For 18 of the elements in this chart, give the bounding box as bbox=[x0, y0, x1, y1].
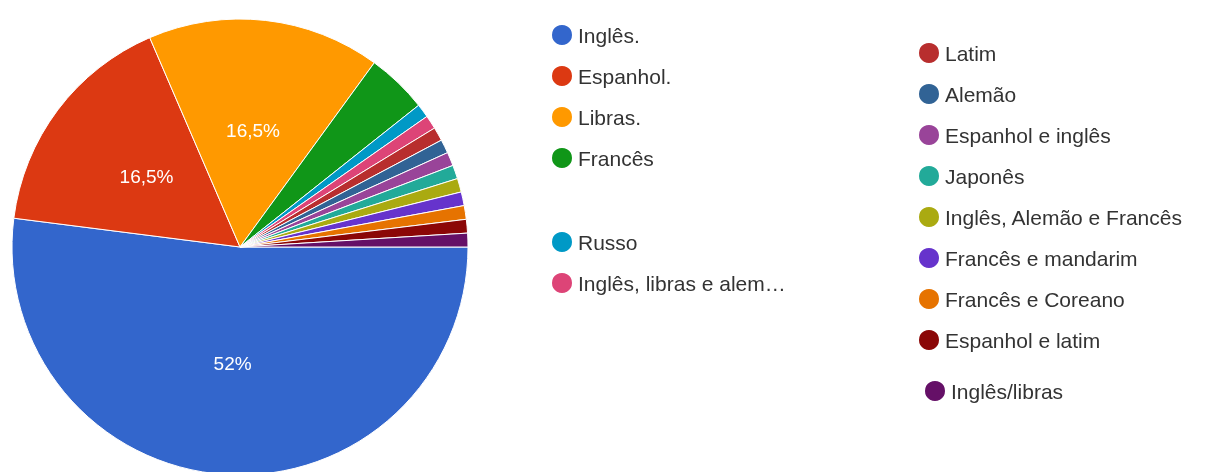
legend-label: Latim bbox=[945, 41, 997, 65]
data-label: 16,5% bbox=[119, 166, 174, 188]
legend-label: Francês bbox=[578, 146, 654, 170]
legend-label: Alemão bbox=[945, 82, 1017, 106]
legend-label: Russo bbox=[578, 230, 638, 254]
legend-label: Japonês bbox=[945, 164, 1025, 188]
legend-label: Inglês. bbox=[578, 23, 640, 47]
legend-label: Inglês/libras bbox=[951, 379, 1064, 403]
legend-label: Inglês, libras e alem… bbox=[578, 271, 786, 295]
legend-label: Espanhol e inglês bbox=[945, 123, 1111, 147]
legend-label: Espanhol e latim bbox=[945, 328, 1101, 352]
legend-label: Francês e mandarim bbox=[945, 246, 1138, 270]
legend-label: Espanhol. bbox=[578, 64, 672, 88]
legend-label: Francês e Coreano bbox=[945, 287, 1125, 311]
data-label: 52% bbox=[213, 353, 252, 375]
legend-label: Inglês, Alemão e Francês bbox=[945, 205, 1182, 229]
legend-label: Libras. bbox=[578, 105, 642, 129]
data-label: 16,5% bbox=[226, 120, 281, 142]
